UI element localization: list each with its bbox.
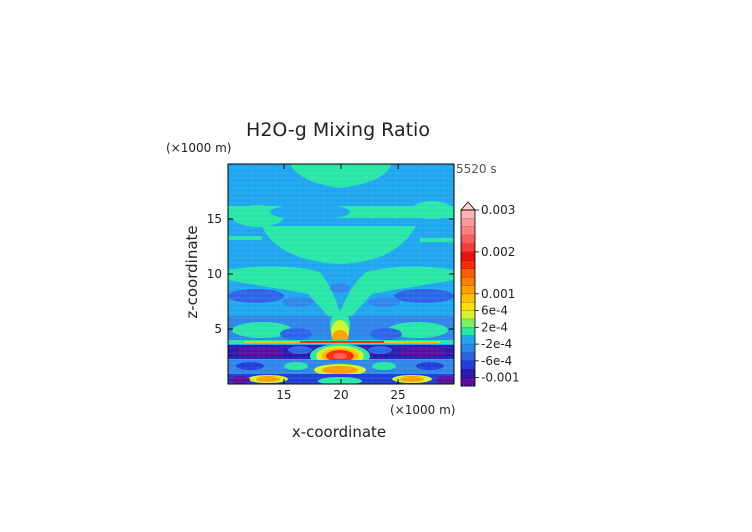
field-lower-left-blue	[280, 328, 312, 340]
colorbar-label: 0.001	[481, 287, 515, 301]
colorbar: 0.003 0.002 0.001 6e-4 2e-4 -2e-4 -6e-4 -0.001	[460, 201, 520, 387]
colorbar-swatch	[461, 293, 475, 303]
y-unit-label: (×1000 m)	[166, 141, 231, 155]
colorbar-swatch	[461, 327, 475, 337]
colorbar-swatch	[461, 268, 475, 278]
colorbar-swatch	[461, 377, 475, 387]
colorbar-swatch	[461, 344, 475, 353]
field-dark-inner-left	[288, 346, 312, 354]
field-lower-right-blue	[370, 328, 402, 340]
colorbar-label: -0.001	[481, 371, 520, 385]
field-left-inner-pocket	[282, 297, 314, 307]
colorbar-swatch	[461, 277, 475, 286]
field-left-streak	[228, 236, 262, 240]
colorbar-swatch	[461, 318, 475, 328]
colorbar-label: -6e-4	[481, 354, 512, 368]
y-tick-label: 15	[207, 212, 222, 226]
colorbar-swatch	[461, 210, 475, 219]
colorbar-swatch	[461, 260, 475, 270]
field-left-pocket	[228, 289, 284, 303]
field-center-pocket	[330, 283, 350, 293]
colorbar-swatch	[461, 235, 475, 244]
x-tick-label: 15	[276, 388, 291, 402]
x-unit-label: (×1000 m)	[390, 403, 455, 417]
field-right-inner-pocket	[368, 297, 400, 307]
colorbar-label: 6e-4	[481, 304, 508, 318]
field-bottom-green-1	[284, 362, 308, 370]
colorbar-swatch	[461, 285, 475, 295]
colorbar-label: 2e-4	[481, 320, 508, 334]
colorbar-swatch	[461, 369, 475, 379]
field-surface-orange-right	[400, 376, 424, 382]
field-surface-orange-left	[256, 376, 280, 382]
colorbar-swatch	[461, 218, 475, 228]
colorbar-label: 0.003	[481, 203, 515, 217]
colorbar-swatch	[461, 310, 475, 320]
field-layer-red	[300, 341, 384, 343]
colorbar-swatch	[461, 335, 475, 345]
colorbar-label: 0.002	[481, 245, 515, 259]
x-tick-label: 25	[390, 388, 405, 402]
field-bottom-core-orange	[322, 366, 358, 374]
mixing-ratio-field	[228, 164, 454, 384]
field-upper-band-gap	[270, 204, 350, 220]
field-bottom-green-2	[372, 362, 396, 370]
field-dark-inner-right	[368, 346, 392, 354]
colorbar-swatch	[461, 360, 475, 370]
field-lower-right-green	[388, 322, 448, 338]
field-bottom-blue-2	[416, 362, 444, 370]
colorbar-swatch	[461, 352, 475, 362]
time-label: 5520 s	[456, 162, 497, 176]
field-top-plume	[290, 164, 392, 188]
field-right-streak	[420, 238, 454, 242]
colorbar-swatch	[461, 251, 475, 261]
x-axis-title: x-coordinate	[292, 423, 386, 441]
colorbar-swatch	[461, 302, 475, 311]
colorbar-frame	[460, 209, 476, 387]
field-mid-wave	[228, 266, 454, 326]
colorbar-swatch	[461, 243, 475, 253]
y-axis-title: z-coordinate	[183, 225, 201, 318]
y-tick-label: 10	[207, 267, 222, 281]
plot-area: 15 20 25 5 10 15	[207, 163, 455, 402]
colorbar-swatch	[461, 226, 475, 236]
field-dark-right	[398, 347, 446, 357]
field-dark-left	[236, 347, 284, 357]
level-grid	[228, 164, 454, 384]
field-surface-center	[318, 377, 362, 384]
field-bottom-blue-1	[236, 362, 264, 370]
field-core-pink	[333, 353, 347, 359]
field-right-pocket	[394, 289, 454, 303]
field-bowl	[262, 226, 416, 264]
y-tick-label: 5	[214, 322, 222, 336]
field-surface-purple-right	[436, 376, 454, 384]
field-surface-purple-left	[230, 376, 250, 384]
x-tick-label: 20	[333, 388, 348, 402]
chart-title: H2O-g Mixing Ratio	[246, 119, 430, 141]
field-upper-right-lobe	[412, 201, 452, 219]
colorbar-extend-arrow	[460, 201, 476, 211]
field-lower-left-green	[232, 322, 292, 338]
colorbar-label: -2e-4	[481, 337, 512, 351]
